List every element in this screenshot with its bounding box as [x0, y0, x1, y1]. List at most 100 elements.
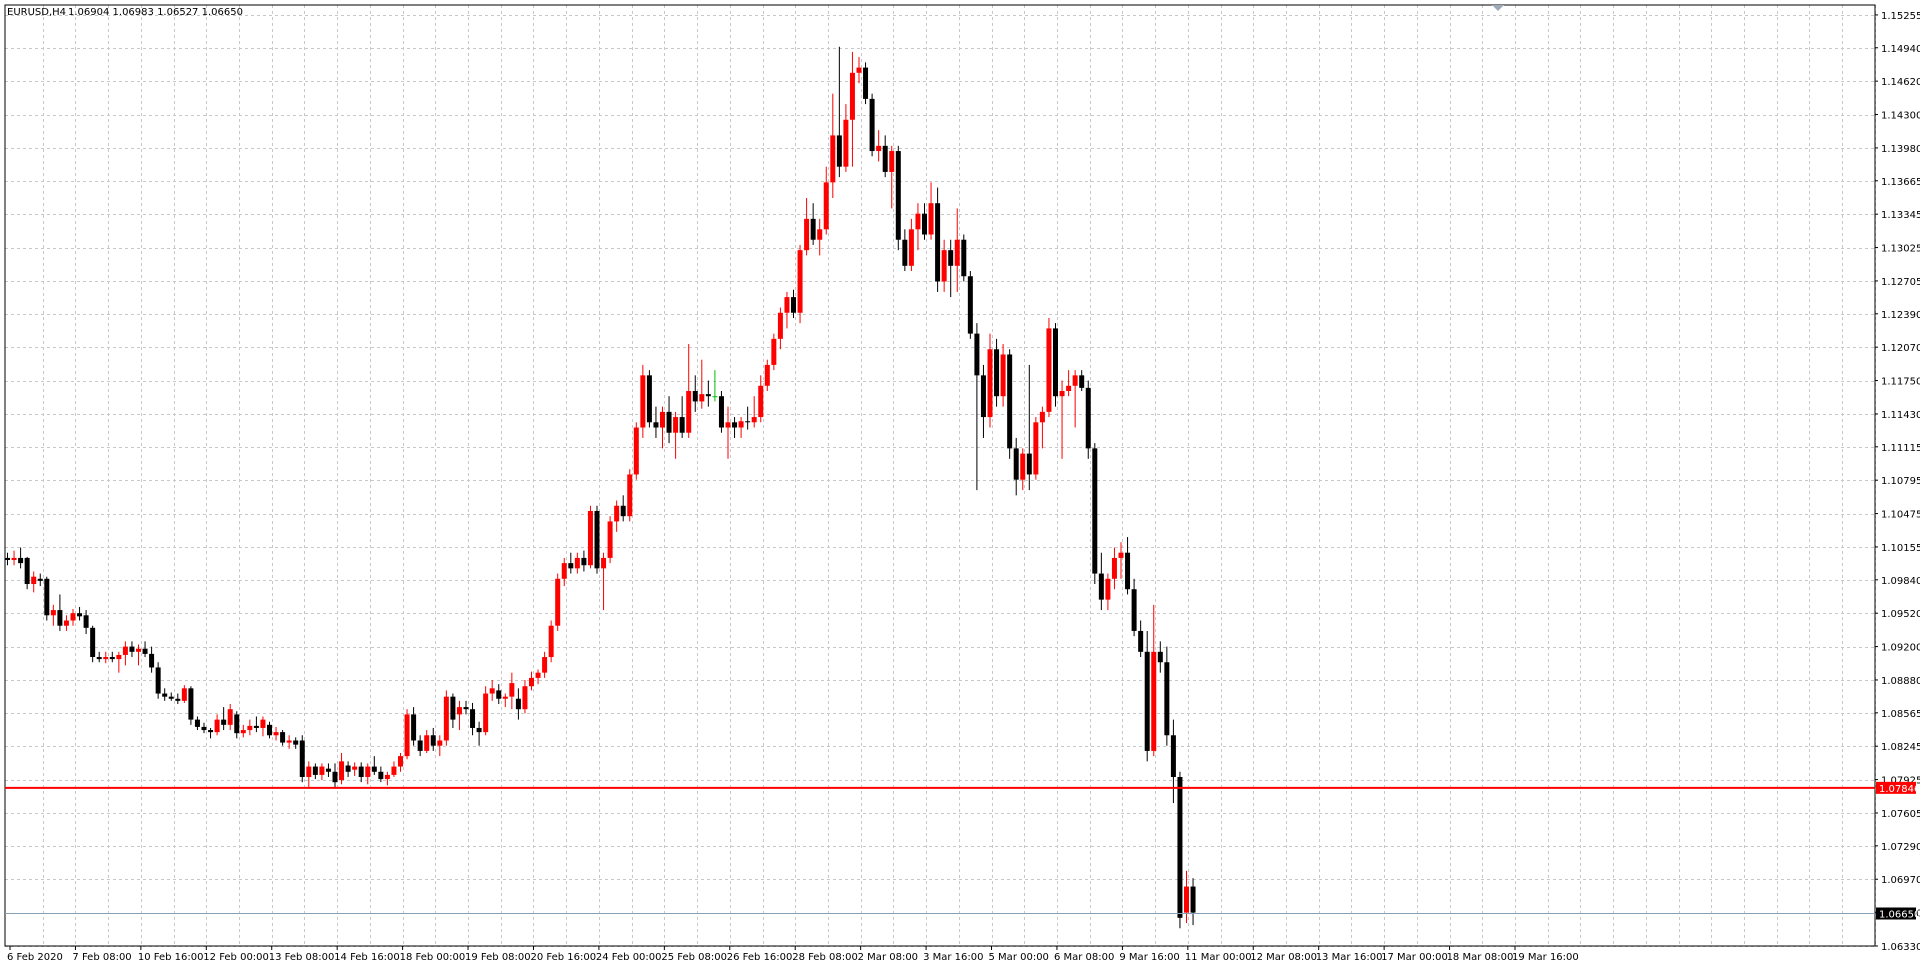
candle [522, 679, 528, 714]
price-tick-label: 1.14940 [1881, 44, 1920, 55]
candle [581, 550, 587, 572]
price-tick-label: 1.12390 [1881, 310, 1920, 321]
candle [63, 615, 69, 631]
candle [627, 469, 633, 522]
candle-body [90, 627, 96, 658]
candle [470, 702, 476, 736]
last-price-tag-bg [1876, 907, 1916, 920]
candle-body [1079, 375, 1085, 388]
candle [1164, 646, 1170, 746]
time-tick-label: 13 Mar 16:00 [1316, 952, 1383, 963]
candle-body [312, 766, 318, 775]
candle-body [607, 521, 613, 558]
candle [1118, 542, 1124, 579]
candle-body [529, 677, 534, 687]
candle [725, 406, 731, 459]
candle [987, 333, 993, 428]
candle [1079, 370, 1085, 391]
candle-body [378, 771, 384, 780]
candle [11, 550, 17, 566]
candle-body [5, 557, 10, 561]
candle-body [1072, 375, 1078, 386]
candle-body [967, 276, 973, 334]
price-tick-label: 1.11115 [1881, 443, 1920, 454]
candle [1092, 443, 1098, 584]
price-tick-label: 1.09200 [1881, 643, 1920, 654]
candle [869, 93, 875, 157]
candle [823, 166, 829, 235]
candle-body [352, 766, 358, 770]
time-tick-label: 28 Feb 08:00 [792, 952, 858, 963]
candle-body [686, 390, 692, 433]
candle [1157, 641, 1163, 673]
time-tick-label: 19 Feb 08:00 [465, 952, 531, 963]
candle-body [542, 657, 548, 673]
candle-body [450, 696, 456, 720]
candle-body [142, 648, 148, 654]
candle [594, 505, 600, 574]
candle-body [96, 657, 102, 660]
candle-body [31, 576, 37, 584]
candle [136, 644, 141, 666]
candle [476, 721, 482, 746]
candle-body [1085, 387, 1091, 449]
price-axis[interactable]: 1.15255 1.14940 1.14620 1.14300 1.13980 1.136… [1875, 11, 1920, 953]
candle-body [325, 768, 331, 772]
candle-body [293, 740, 299, 745]
candle-body [208, 730, 214, 733]
candle-body [817, 229, 823, 240]
candle-body [63, 620, 69, 626]
candle [587, 505, 593, 569]
candle-body [83, 615, 89, 628]
candle [1033, 417, 1039, 480]
candle [745, 406, 751, 430]
candle-body [358, 766, 364, 777]
candle [234, 711, 240, 739]
candle [1046, 317, 1052, 418]
candle-body [398, 756, 403, 767]
candle-body [509, 683, 515, 697]
candle [306, 761, 312, 788]
candle [24, 556, 30, 590]
candle-body [587, 510, 593, 566]
candle-body [797, 250, 803, 313]
candle-body [1039, 411, 1045, 423]
grid-layer [5, 5, 1876, 947]
candle [37, 573, 43, 587]
candle [1020, 448, 1026, 491]
scroll-marker-icon[interactable] [1492, 5, 1504, 11]
candle [908, 218, 914, 272]
candle-body [1026, 453, 1032, 475]
candle [502, 693, 508, 708]
time-tick-label: 25 Feb 08:00 [661, 952, 727, 963]
candle [856, 57, 862, 84]
candle-body [267, 724, 272, 736]
candle [797, 244, 803, 324]
candle [902, 229, 908, 272]
chart-symbol-label: EURUSD,H4 [7, 7, 66, 18]
candle-body [692, 390, 698, 402]
candle [915, 203, 921, 251]
candle [1059, 380, 1065, 459]
candle [574, 552, 580, 574]
candle-body [548, 625, 554, 658]
candle [404, 709, 410, 760]
candle-body [849, 72, 855, 120]
candle [679, 396, 685, 438]
candle [961, 234, 967, 282]
time-tick-label: 9 Mar 16:00 [1119, 952, 1179, 963]
candle [1151, 604, 1157, 757]
candle-body [515, 698, 521, 710]
price-tick-label: 1.10155 [1881, 543, 1920, 554]
candle-body [365, 766, 371, 777]
candle-body [391, 766, 397, 775]
time-tick-label: 14 Feb 16:00 [334, 952, 400, 963]
candle-body [456, 707, 462, 715]
candle-body [574, 557, 580, 569]
candle [666, 396, 672, 444]
candle-body [869, 98, 875, 152]
candle-body [247, 725, 253, 731]
candle [352, 762, 358, 776]
time-axis[interactable]: 6 Feb 2020 7 Feb 08:00 10 Feb 16:00 12 Feb … [7, 946, 1579, 963]
